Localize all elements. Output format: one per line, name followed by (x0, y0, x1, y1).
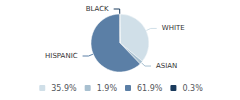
svg-text:35.9%: 35.9% (51, 84, 77, 93)
svg-text:61.9%: 61.9% (137, 84, 163, 93)
svg-text:BLACK: BLACK (86, 5, 109, 13)
svg-text:1.9%: 1.9% (97, 84, 118, 93)
svg-text:0.3%: 0.3% (182, 84, 203, 93)
svg-text:WHITE: WHITE (162, 24, 185, 32)
svg-text:ASIAN: ASIAN (156, 62, 177, 70)
svg-text:HISPANIC: HISPANIC (45, 52, 78, 60)
